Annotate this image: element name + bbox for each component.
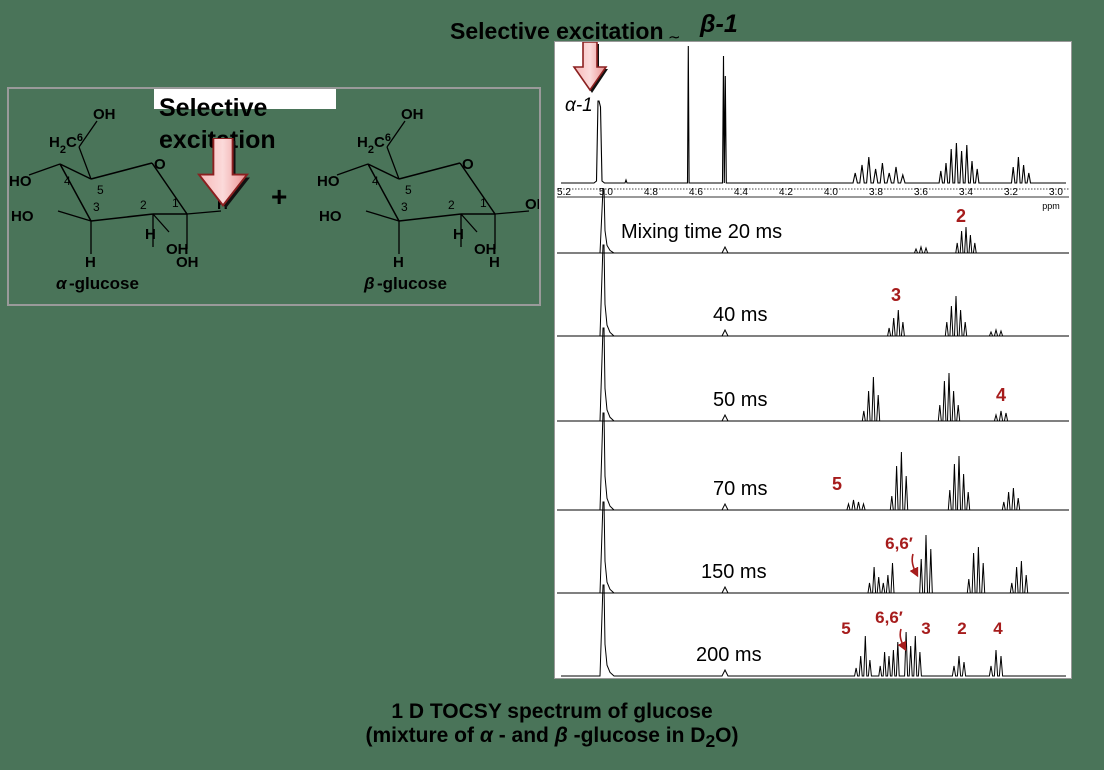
svg-text:β: β [363, 274, 375, 293]
svg-text:5: 5 [405, 183, 412, 197]
svg-text:2: 2 [448, 198, 455, 212]
svg-text:4: 4 [64, 174, 71, 188]
svg-text:4: 4 [993, 619, 1003, 638]
svg-text:H: H [489, 254, 500, 271]
svg-text:-glucose: -glucose [377, 274, 447, 293]
svg-text:OH: OH [93, 106, 116, 123]
svg-text:50 ms: 50 ms [713, 389, 767, 411]
svg-text:HO: HO [9, 173, 32, 190]
svg-text:HO: HO [319, 208, 342, 225]
svg-text:1: 1 [172, 196, 179, 210]
svg-text:H: H [145, 226, 156, 243]
svg-text:4: 4 [996, 385, 1006, 405]
svg-text:α: α [56, 274, 68, 293]
svg-text:OH: OH [401, 106, 424, 123]
svg-text:Mixing time 20 ms: Mixing time 20 ms [621, 221, 782, 243]
svg-text:O: O [154, 156, 166, 173]
svg-text:H: H [85, 254, 96, 271]
svg-text:O: O [462, 156, 474, 173]
svg-text:6,6′: 6,6′ [875, 608, 903, 627]
svg-text:3: 3 [891, 285, 901, 305]
svg-text:3: 3 [921, 619, 930, 638]
svg-text:H: H [453, 226, 464, 243]
svg-text:4: 4 [372, 174, 379, 188]
svg-text:2: 2 [957, 619, 966, 638]
svg-text:70 ms: 70 ms [713, 478, 767, 500]
svg-text:OH: OH [525, 196, 541, 213]
svg-text:200 ms: 200 ms [696, 644, 762, 666]
svg-text:2: 2 [140, 198, 147, 212]
svg-text:40 ms: 40 ms [713, 304, 767, 326]
svg-text:5: 5 [832, 474, 842, 494]
svg-text:H2C6: H2C6 [49, 132, 83, 156]
svg-text:1: 1 [480, 196, 487, 210]
svg-text:H2C6: H2C6 [357, 132, 391, 156]
svg-text:3: 3 [93, 200, 100, 214]
svg-text:2: 2 [956, 206, 966, 226]
svg-text:6,6′: 6,6′ [885, 534, 913, 553]
svg-text:5: 5 [97, 183, 104, 197]
svg-text:-glucose: -glucose [69, 274, 139, 293]
svg-text:3: 3 [401, 200, 408, 214]
svg-text:5: 5 [841, 619, 850, 638]
svg-text:150 ms: 150 ms [701, 561, 767, 583]
svg-text:OH: OH [176, 254, 199, 271]
svg-text:HO: HO [317, 173, 340, 190]
svg-text:H: H [393, 254, 404, 271]
svg-text:HO: HO [11, 208, 34, 225]
